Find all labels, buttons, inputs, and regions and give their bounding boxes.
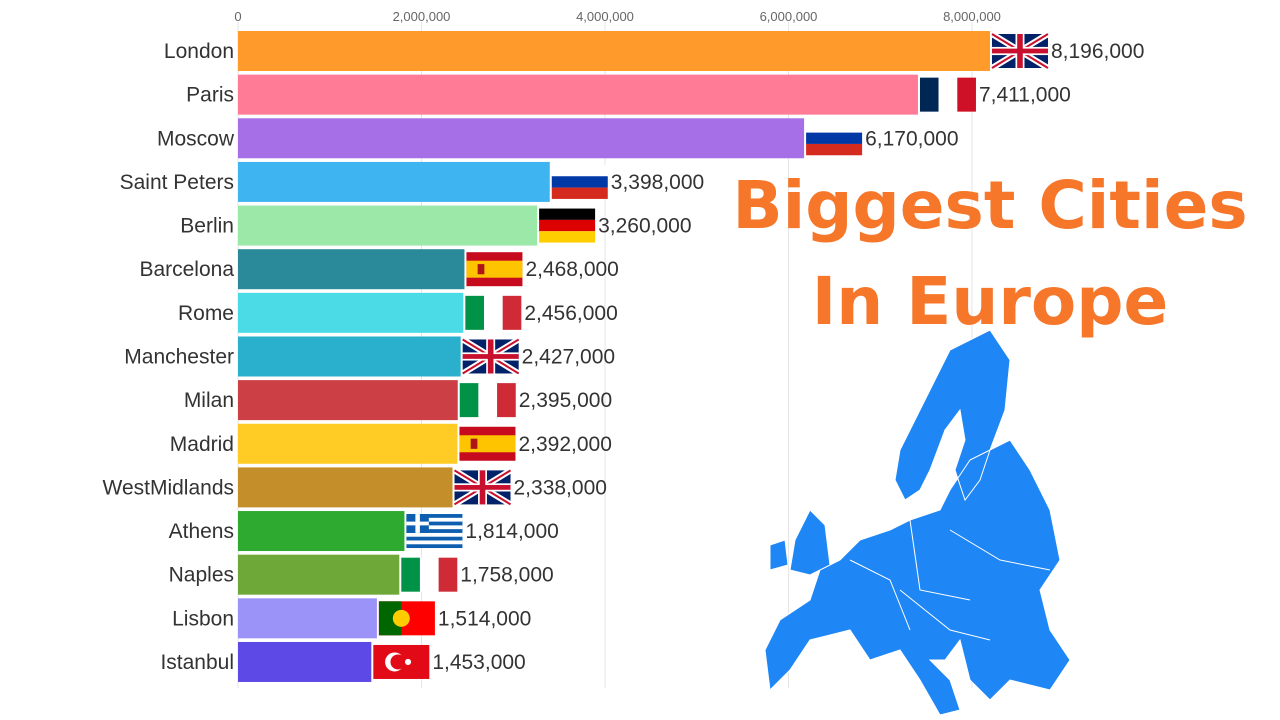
value-label: 1,814,000 xyxy=(465,520,558,543)
category-label: Paris xyxy=(186,84,234,107)
bar xyxy=(238,598,377,639)
value-label: 3,398,000 xyxy=(611,171,704,194)
category-label: Moscow xyxy=(157,127,235,150)
bar xyxy=(238,292,464,333)
x-tick-label: 4,000,000 xyxy=(576,9,634,24)
bar xyxy=(238,74,918,115)
category-label: Lisbon xyxy=(172,607,234,630)
italy-flag-icon xyxy=(465,295,522,330)
value-label: 2,392,000 xyxy=(518,433,611,456)
italy-flag-icon xyxy=(401,557,458,592)
bar xyxy=(238,641,372,682)
category-label: Berlin xyxy=(180,215,234,238)
russia-flag-icon xyxy=(551,164,608,199)
category-label: Rome xyxy=(178,302,234,325)
x-tick-label: 6,000,000 xyxy=(760,9,818,24)
value-label: 2,468,000 xyxy=(525,258,618,281)
russia-flag-icon xyxy=(806,121,863,156)
chart-title: Biggest Cities In Europe xyxy=(732,167,1248,340)
value-label: 2,338,000 xyxy=(514,476,607,499)
bar xyxy=(238,249,465,290)
europe-map xyxy=(764,330,1071,716)
spain-flag-icon xyxy=(466,252,523,287)
value-label: 1,453,000 xyxy=(432,651,525,674)
bar xyxy=(238,467,453,508)
value-label: 3,260,000 xyxy=(598,215,691,238)
bar xyxy=(238,31,990,71)
uk-flag-icon xyxy=(452,467,513,507)
category-label: WestMidlands xyxy=(103,476,235,499)
category-label: Athens xyxy=(169,520,234,543)
uk-flag-icon xyxy=(461,336,521,377)
category-label: Naples xyxy=(169,564,234,587)
category-label: Saint Peters xyxy=(120,171,234,194)
value-label: 1,758,000 xyxy=(460,564,553,587)
france-flag-icon xyxy=(919,77,976,112)
value-label: 8,196,000 xyxy=(1051,40,1144,63)
bar xyxy=(238,554,400,595)
x-tick-label: 0 xyxy=(234,9,241,24)
bar xyxy=(238,511,405,552)
bar xyxy=(238,380,458,421)
bar xyxy=(238,161,550,202)
x-tick-label: 2,000,000 xyxy=(393,9,451,24)
bar xyxy=(238,205,538,246)
bar xyxy=(238,118,805,159)
italy-flag-icon xyxy=(459,383,516,418)
x-tick-label: 8,000,000 xyxy=(943,9,1001,24)
value-label: 1,514,000 xyxy=(438,607,531,630)
spain-flag-icon xyxy=(459,426,516,461)
value-label: 6,170,000 xyxy=(865,127,958,150)
value-label: 7,411,000 xyxy=(979,84,1071,107)
category-label: Madrid xyxy=(170,433,234,456)
uk-flag-icon xyxy=(990,31,1050,71)
bar xyxy=(238,423,458,464)
value-label: 2,427,000 xyxy=(522,345,615,368)
bar xyxy=(238,336,461,377)
category-label: Barcelona xyxy=(139,258,234,281)
turkey-flag-icon xyxy=(373,644,430,679)
category-label: Manchester xyxy=(124,345,234,368)
portugal-flag-icon xyxy=(378,601,435,636)
category-label: London xyxy=(164,40,234,63)
value-label: 2,395,000 xyxy=(519,389,612,412)
germany-flag-icon xyxy=(539,208,596,243)
europe-map-shape xyxy=(764,330,1071,716)
category-label: Milan xyxy=(184,389,234,412)
category-label: Istanbul xyxy=(160,651,234,674)
greece-flag-icon xyxy=(406,514,463,549)
value-label: 2,456,000 xyxy=(524,302,617,325)
